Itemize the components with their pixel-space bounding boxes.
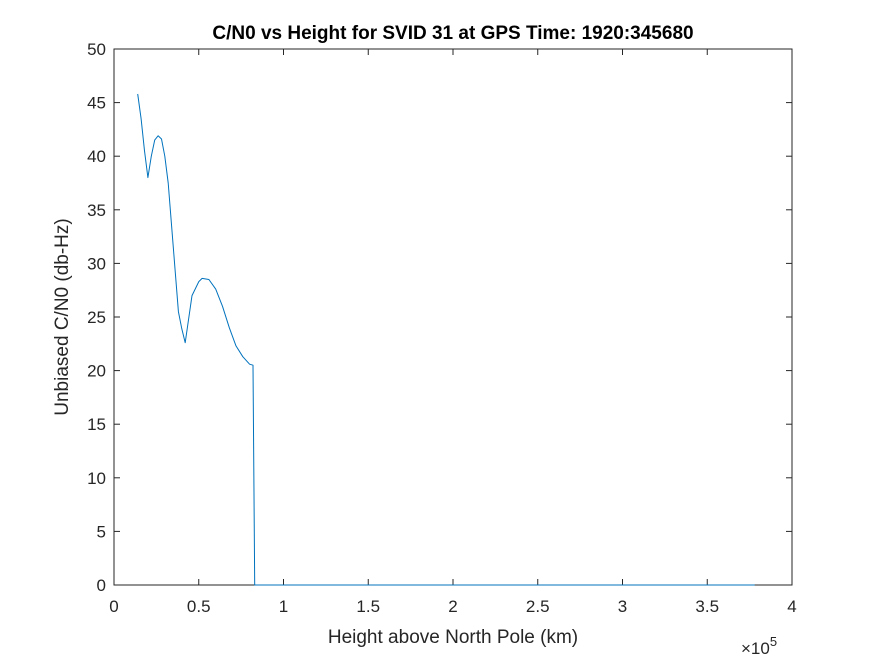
x-exponent-label: ×105	[741, 634, 777, 656]
y-tick-label: 45	[87, 94, 106, 113]
x-tick-label: 2	[448, 597, 457, 616]
y-tick-label: 40	[87, 147, 106, 166]
y-tick-label: 20	[87, 362, 106, 381]
x-axis-ticks: 0 0.5 1 1.5 2 2.5 3 3.5 4	[109, 49, 797, 616]
x-tick-label: 2.5	[526, 597, 550, 616]
x-tick-label: 4	[787, 597, 796, 616]
x-tick-label: 0.5	[187, 597, 211, 616]
x-tick-label: 1.5	[356, 597, 380, 616]
series-line	[137, 93, 755, 586]
y-axis-ticks: 0 5 10 15 20 25 30 35 40 45 50	[87, 40, 792, 595]
y-tick-label: 35	[87, 201, 106, 220]
y-tick-label: 50	[87, 40, 106, 59]
x-exponent-power: 5	[770, 634, 777, 649]
y-tick-label: 15	[87, 415, 106, 434]
x-tick-label: 0	[109, 597, 118, 616]
x-axis-label: Height above North Pole (km)	[328, 627, 578, 648]
x-tick-label: 1	[279, 597, 288, 616]
plot-area	[113, 48, 793, 586]
x-tick-label: 3.5	[695, 597, 719, 616]
series-group	[137, 93, 755, 586]
y-tick-label: 5	[97, 522, 106, 541]
y-tick-label: 30	[87, 254, 106, 273]
y-tick-label: 0	[97, 576, 106, 595]
x-tick-label: 3	[618, 597, 627, 616]
y-tick-label: 25	[87, 308, 106, 327]
x-exponent-base: ×10	[741, 639, 770, 656]
chart-title: C/N0 vs Height for SVID 31 at GPS Time: …	[212, 23, 693, 44]
y-tick-label: 10	[87, 469, 106, 488]
y-axis-label: Unbiased C/N0 (db-Hz)	[52, 218, 73, 415]
